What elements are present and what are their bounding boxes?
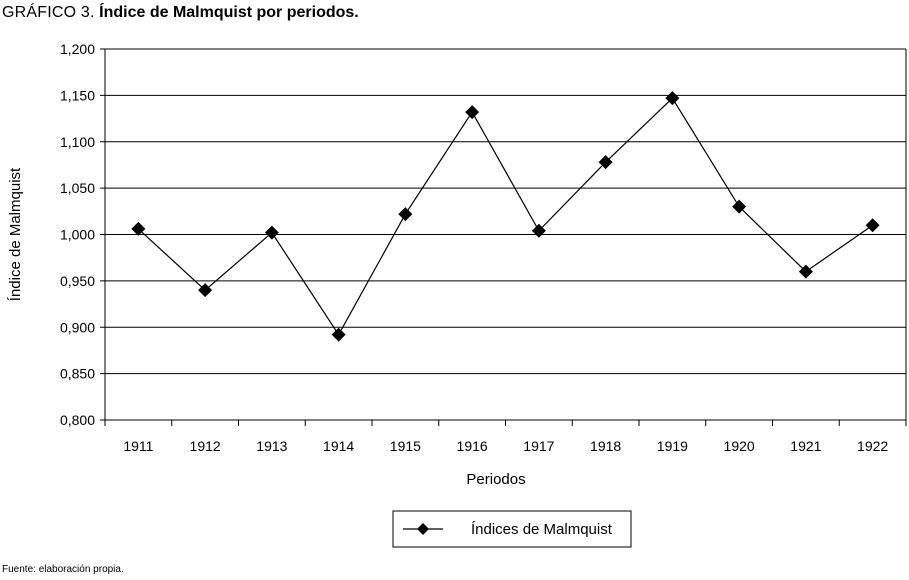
legend-marker-swatch [417, 523, 429, 535]
line-chart: 0,800 0,850 0,900 0,950 1,000 1,050 1,100 1,150… [7, 41, 907, 548]
x-axis-label: Periodos [466, 471, 525, 488]
x-tick-label: 1916 [457, 438, 488, 454]
x-tick-label: 1913 [256, 438, 287, 454]
y-axis-label: Índice de Malmquist [7, 167, 24, 301]
legend: Índices de Malmquist [392, 510, 632, 548]
y-tick-label: 0,900 [60, 319, 95, 335]
figure-title-text: Índice de Malmquist por periodos. [99, 4, 359, 21]
y-tick-label: 0,800 [60, 412, 95, 428]
data-point-marker [798, 264, 813, 279]
data-point-marker [665, 91, 680, 106]
x-axis: 1911 1912 1913 1914 1915 1916 1917 1918 1919 1920… [104, 419, 907, 454]
x-tick-label: 1922 [857, 438, 888, 454]
y-tick-label: 0,850 [60, 366, 95, 382]
x-tick-label: 1919 [657, 438, 688, 454]
y-axis: 0,800 0,850 0,900 0,950 1,000 1,050 1,100 1,150… [60, 41, 106, 428]
x-tick-label: 1920 [724, 438, 755, 454]
data-point-marker [598, 155, 613, 170]
y-tick-label: 1,200 [60, 41, 95, 57]
data-point-marker [398, 207, 413, 222]
x-tick-label: 1911 [123, 438, 153, 454]
data-point-marker [732, 199, 747, 214]
x-tick-label: 1918 [590, 438, 621, 454]
data-point-marker [331, 327, 346, 342]
figure-label: GRÁFICO 3. [2, 4, 95, 21]
gridlines [105, 48, 907, 421]
x-tick-label: 1914 [323, 438, 354, 454]
y-tick-label: 1,150 [60, 87, 95, 103]
plot-area [131, 91, 880, 342]
y-tick-label: 1,100 [60, 134, 95, 150]
y-tick-label: 1,050 [60, 180, 95, 196]
data-point-marker [465, 105, 480, 120]
legend-label: Índices de Malmquist [471, 521, 613, 538]
figure-title: GRÁFICO 3. Índice de Malmquist por perio… [2, 4, 359, 22]
y-tick-label: 0,950 [60, 273, 95, 289]
series-line [137, 97, 873, 336]
data-point-marker [131, 221, 146, 236]
data-point-marker [865, 218, 880, 233]
x-tick-label: 1912 [190, 438, 221, 454]
x-tick-label: 1921 [790, 438, 821, 454]
x-tick-label: 1917 [523, 438, 554, 454]
data-point-marker [264, 225, 279, 240]
y-tick-label: 1,000 [60, 227, 95, 243]
data-point-marker [198, 283, 213, 298]
x-tick-label: 1915 [390, 438, 421, 454]
data-point-marker [531, 223, 546, 238]
source-note: Fuente: elaboración propia. [2, 564, 124, 575]
